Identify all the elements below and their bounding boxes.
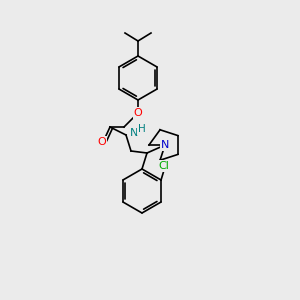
Text: N: N [130, 128, 138, 138]
Text: H: H [138, 124, 146, 134]
Text: O: O [98, 137, 106, 147]
Text: O: O [134, 108, 142, 118]
Text: Cl: Cl [159, 161, 170, 171]
Text: N: N [161, 140, 169, 150]
